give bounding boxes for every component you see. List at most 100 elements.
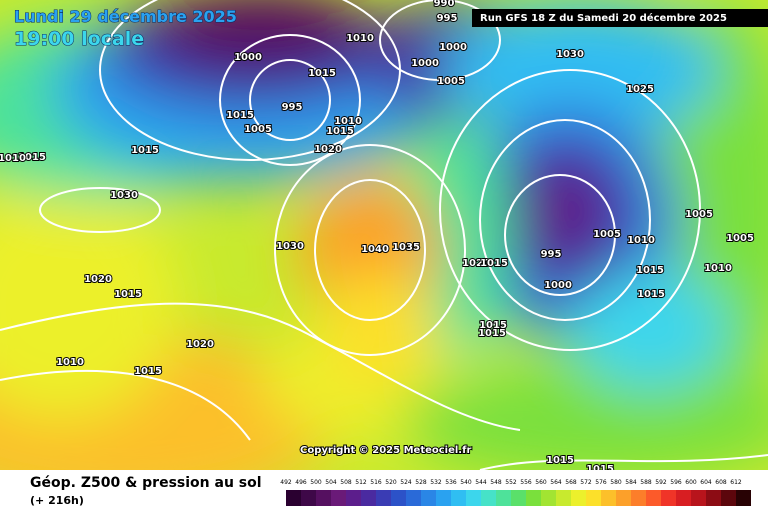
colorbar: 492 496 500 504 508 512 516 520 524 528 532 536 540 5… <box>280 479 751 506</box>
colorbar-swatch <box>496 490 511 506</box>
isobar-label: 1010 <box>56 357 84 368</box>
colorbar-swatch <box>571 490 586 506</box>
colorbar-swatch <box>586 490 601 506</box>
isobar-label: 1010 <box>334 116 362 127</box>
colorbar-swatch <box>526 490 541 506</box>
run-banner <box>472 9 768 27</box>
isobar-label: 1030 <box>276 241 304 252</box>
isobar-label: 1040 <box>361 244 389 255</box>
colorbar-swatch <box>706 490 721 506</box>
colorbar-label: 512 <box>355 479 367 486</box>
colorbar-label: 564 <box>550 479 562 486</box>
isobar-label: 1015 <box>326 126 354 137</box>
isobar-label: 1015 <box>636 265 664 276</box>
colorbar-label: 604 <box>700 479 712 486</box>
isobars <box>0 0 768 470</box>
isobar-label: 1015 <box>478 328 506 339</box>
colorbar-swatch <box>316 490 331 506</box>
colorbar-swatch <box>481 490 496 506</box>
colorbar-label: 600 <box>685 479 697 486</box>
isobar-label: 1010 <box>0 153 26 164</box>
colorbar-label: 492 <box>280 479 292 486</box>
colorbar-label: 520 <box>385 479 397 486</box>
isobar-label: 1035 <box>392 242 420 253</box>
isobar-label: 1015 <box>546 455 574 466</box>
isobar-label: 1025 <box>626 84 654 95</box>
colorbar-label: 560 <box>535 479 547 486</box>
isobar-label: 1015 <box>480 258 508 269</box>
colorbar-swatch <box>376 490 391 506</box>
colorbar-swatch <box>406 490 421 506</box>
isobar-label: 1015 <box>114 289 142 300</box>
colorbar-swatch <box>361 490 376 506</box>
map-time: 19:00 locale <box>14 28 144 50</box>
colorbar-swatch <box>421 490 436 506</box>
isobar-label: 1010 <box>704 263 732 274</box>
colorbar-label: 584 <box>625 479 637 486</box>
colorbar-swatch <box>346 490 361 506</box>
colorbar-swatch <box>556 490 571 506</box>
colorbar-swatch <box>676 490 691 506</box>
colorbar-label: 568 <box>565 479 577 486</box>
isobar-label: 995 <box>437 13 458 24</box>
colorbar-label: 612 <box>730 479 742 486</box>
colorbar-swatch <box>661 490 676 506</box>
colorbar-swatch <box>436 490 451 506</box>
colorbar-label: 552 <box>505 479 517 486</box>
isobar-label: 1015 <box>134 366 162 377</box>
colorbar-swatch <box>541 490 556 506</box>
colorbar-swatch <box>691 490 706 506</box>
colorbar-label: 540 <box>460 479 472 486</box>
isobar-label: 1030 <box>556 49 584 60</box>
isobar-label: 1015 <box>131 145 159 156</box>
isobar-label: 1000 <box>544 280 572 291</box>
colorbar-label: 516 <box>370 479 382 486</box>
colorbar-swatch <box>616 490 631 506</box>
colorbar-label: 572 <box>580 479 592 486</box>
colorbar-label: 556 <box>520 479 532 486</box>
colorbar-label: 500 <box>310 479 322 486</box>
colorbar-label: 544 <box>475 479 487 486</box>
colorbar-label: 548 <box>490 479 502 486</box>
isobar-label: 1005 <box>593 229 621 240</box>
isobar-label: 1020 <box>462 258 490 269</box>
colorbar-label: 592 <box>655 479 667 486</box>
colorbar-label: 580 <box>610 479 622 486</box>
isobar-label: 1000 <box>411 58 439 69</box>
colorbar-swatch <box>466 490 481 506</box>
isobar-label: 1010 <box>627 235 655 246</box>
colorbar-label: 496 <box>295 479 307 486</box>
isobar-label: 1030 <box>110 190 138 201</box>
isobar-label: 1005 <box>437 76 465 87</box>
isobar-label: 1005 <box>685 209 713 220</box>
isobar-label: 1020 <box>186 339 214 350</box>
isobar-label: 995 <box>282 102 303 113</box>
colorbar-swatch <box>736 490 751 506</box>
colorbar-label: 532 <box>430 479 442 486</box>
isobar-label: 1000 <box>439 42 467 53</box>
colorbar-label: 596 <box>670 479 682 486</box>
colorbar-swatch <box>286 490 301 506</box>
colorbar-swatch <box>601 490 616 506</box>
isobar-label: 1015 <box>637 289 665 300</box>
colorbar-label: 524 <box>400 479 412 486</box>
colorbar-label: 576 <box>595 479 607 486</box>
footer-title: Géop. Z500 & pression au sol <box>30 475 262 491</box>
colorbar-swatch <box>721 490 736 506</box>
isobar-label: 1020 <box>314 144 342 155</box>
copyright: Copyright © 2025 Meteociel.fr <box>300 445 471 456</box>
run-info: Run GFS 18 Z du Samedi 20 décembre 2025 <box>480 12 727 24</box>
map-date: Lundi 29 décembre 2025 <box>14 7 237 26</box>
colorbar-label: 528 <box>415 479 427 486</box>
colorbar-label: 536 <box>445 479 457 486</box>
isobar-label: 995 <box>541 249 562 260</box>
isobar-label: 990 <box>434 0 455 9</box>
forecast-lead: (+ 216h) <box>30 494 84 507</box>
colorbar-swatch <box>646 490 661 506</box>
colorbar-label: 504 <box>325 479 337 486</box>
isobar-label: 1015 <box>308 68 336 79</box>
colorbar-swatch <box>301 490 316 506</box>
isobar-label: 1000 <box>234 52 262 63</box>
